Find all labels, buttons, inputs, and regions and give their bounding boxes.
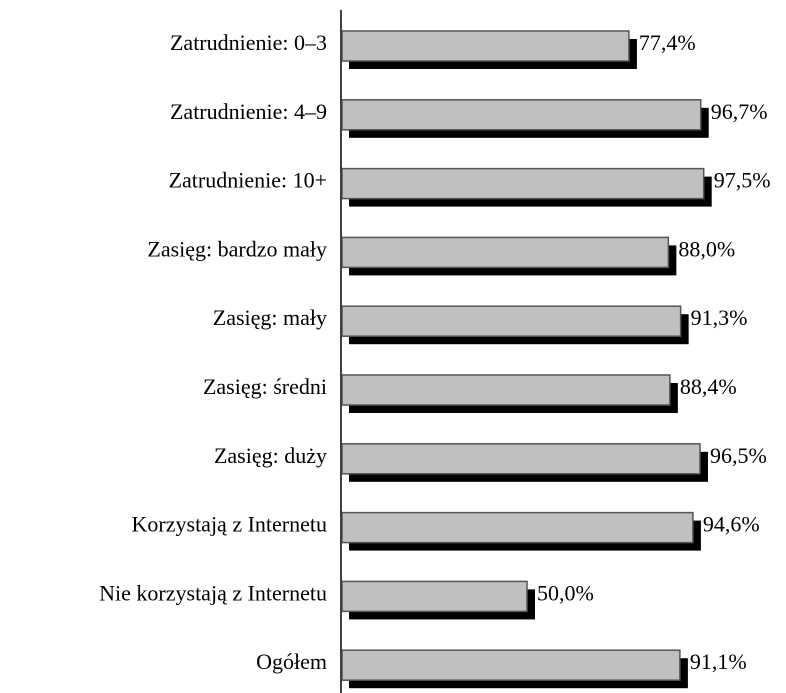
bar — [341, 167, 705, 200]
value-label: 91,1% — [690, 649, 747, 674]
value-label: 88,4% — [680, 374, 737, 399]
bar — [341, 511, 694, 544]
category-label: Nie korzystają z Internetu — [99, 580, 327, 605]
bar — [341, 30, 630, 62]
value-label: 91,3% — [691, 305, 748, 330]
value-label: 96,7% — [711, 99, 768, 124]
bar — [341, 305, 682, 337]
category-label: Zasięg: bardzo mały — [147, 236, 327, 261]
category-label: Zatrudnienie: 10+ — [169, 168, 327, 193]
bar — [341, 443, 701, 475]
value-label: 88,0% — [678, 236, 735, 261]
value-label: 96,5% — [710, 443, 767, 468]
category-label: Zatrudnienie: 0–3 — [170, 30, 327, 55]
bar — [341, 236, 670, 269]
value-label: 94,6% — [703, 512, 760, 537]
category-label: Zasięg: duży — [214, 443, 327, 468]
bar — [341, 99, 702, 131]
value-label: 77,4% — [639, 30, 696, 55]
category-label: Zasięg: mały — [213, 305, 327, 330]
category-label: Zatrudnienie: 4–9 — [170, 99, 327, 124]
bar — [341, 649, 681, 681]
value-label: 97,5% — [714, 168, 771, 193]
category-label: Korzystają z Internetu — [132, 512, 327, 537]
bar — [341, 374, 671, 406]
category-label: Ogółem — [256, 649, 327, 674]
value-label: 50,0% — [537, 580, 594, 605]
bar — [341, 580, 528, 613]
category-label: Zasięg: średni — [203, 374, 327, 399]
